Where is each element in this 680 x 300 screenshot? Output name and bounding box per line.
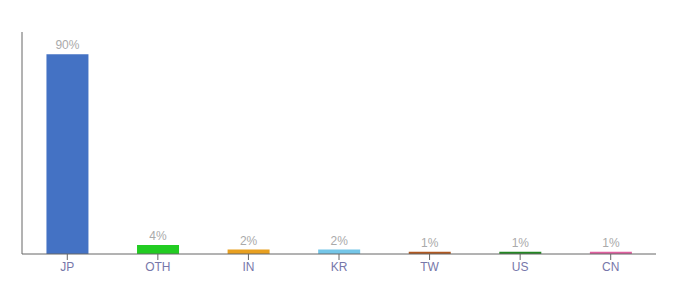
svg-text:TW: TW [420,260,439,274]
svg-text:IN: IN [242,260,254,274]
svg-text:1%: 1% [602,236,620,250]
svg-text:OTH: OTH [145,260,170,274]
svg-text:2%: 2% [240,234,258,248]
svg-text:1%: 1% [421,236,439,250]
svg-text:CN: CN [602,260,619,274]
svg-text:90%: 90% [55,38,79,52]
svg-text:KR: KR [331,260,348,274]
svg-text:2%: 2% [330,234,348,248]
svg-text:1%: 1% [512,236,530,250]
svg-text:US: US [512,260,529,274]
svg-text:JP: JP [60,260,74,274]
svg-text:4%: 4% [149,229,167,243]
